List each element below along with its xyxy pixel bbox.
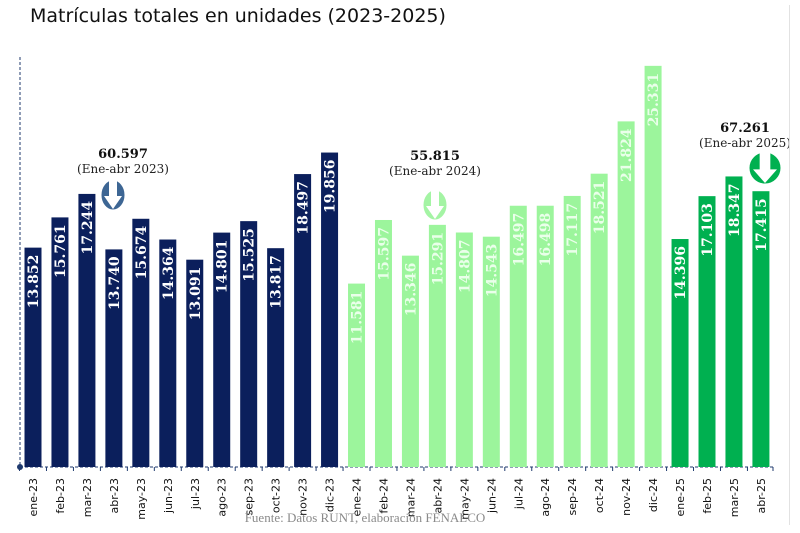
x-tick-label: dic-23 [324,478,337,512]
source-note: Fuente: Datos RUNT, elaboración FENALCO [244,510,486,525]
bar-abr-23 [105,249,123,467]
bar-oct-23 [267,248,285,467]
annotation-total: 67.261 [720,121,770,136]
bar-may-23 [132,218,150,467]
bar-dic-24 [644,65,662,468]
x-tick-label: feb-24 [377,478,390,514]
data-label: 18.497 [296,181,312,235]
bar-feb-25 [698,196,716,468]
data-label: 15.761 [53,224,69,278]
data-label: 18.347 [727,183,743,237]
annotation-period: (Ene-abr 2023) [77,162,169,176]
data-label: 14.364 [161,246,177,300]
x-tick-label: mar-25 [728,478,741,517]
x-tick-label: jun-24 [485,478,498,514]
data-label: 15.674 [134,226,150,280]
x-tick-label: sep-24 [566,478,579,515]
bar-sep-23 [240,221,258,467]
data-label: 16.497 [511,213,527,267]
data-label: 14.543 [484,244,500,298]
bar-nov-24 [617,121,635,467]
data-label: 18.521 [592,181,608,235]
x-tick-label: abr-25 [755,478,768,514]
bar-feb-24 [374,219,392,467]
bar-ago-24 [536,205,554,468]
bar-jun-24 [482,236,500,467]
data-label: 25.331 [646,73,662,127]
data-label: 14.807 [457,240,473,294]
data-label: 15.525 [242,228,258,282]
data-label: 13.346 [403,263,419,317]
x-tick-label: ene-24 [351,478,364,516]
annotation-period: (Ene-abr 2024) [389,164,481,178]
bar-feb-23 [51,217,69,467]
bar-mar-23 [78,193,96,467]
data-label: 17.117 [565,203,581,257]
data-label: 19.856 [323,160,339,214]
data-label: 14.801 [215,240,231,294]
x-tick-label: jul-23 [189,478,202,510]
x-tick-label: ago-23 [216,478,229,517]
bar-jul-23 [186,259,204,467]
x-tick-label: feb-25 [701,478,714,514]
data-label: 17.244 [80,201,96,255]
data-label: 13.740 [107,256,123,310]
data-label: 13.852 [26,255,42,309]
bar-mar-25 [725,176,743,467]
chart-title: Matrículas totales en unidades (2023-202… [30,5,446,27]
annotation-period: (Ene-abr 2025) [699,136,791,150]
x-tick-label: nov-23 [297,478,310,516]
down-arrow-glyph [426,190,444,219]
x-tick-label: mar-24 [404,478,417,517]
data-label: 17.103 [700,203,716,257]
x-tick-label: dic-24 [647,478,660,512]
x-tick-label: ago-24 [539,478,552,517]
data-label: 16.498 [538,213,554,267]
x-tick-label: may-24 [458,478,471,520]
annotation-total: 55.815 [410,149,460,164]
data-label: 17.415 [754,198,770,252]
x-tick-label: feb-23 [54,478,67,514]
bar-abr-24 [428,224,446,467]
data-label: 13.091 [188,267,204,321]
x-tick-label: abr-23 [108,478,121,514]
bar-dic-23 [321,152,339,467]
annotation-total: 60.597 [98,147,148,162]
x-tick-label: mar-23 [81,478,94,517]
bar-ene-23 [24,247,42,467]
bar-nov-23 [294,174,312,467]
bar-may-24 [455,232,473,467]
bar-jul-24 [509,205,527,467]
data-label: 13.817 [269,255,285,309]
bar-jun-23 [159,239,177,467]
x-tick-label: nov-24 [620,478,633,516]
x-tick-label: ene-25 [674,478,687,516]
data-label: 11.581 [350,291,366,345]
bar-ago-23 [213,232,231,467]
data-label: 15.597 [376,227,392,281]
x-tick-label: sep-23 [243,478,256,515]
bar-mar-24 [401,255,419,467]
down-arrow-glyph [753,152,777,183]
data-label: 21.824 [619,128,635,182]
frame-border [789,5,790,525]
x-tick-label: abr-24 [431,478,444,514]
bar-sep-24 [563,195,581,467]
x-tick-label: oct-24 [593,478,606,513]
x-tick-label: may-23 [135,478,148,520]
x-tick-label: jun-23 [162,478,175,514]
x-tick-label: ene-23 [27,478,40,516]
x-tick-label: oct-23 [270,478,283,513]
bar-abr-25 [752,191,770,467]
x-tick-label: jul-24 [512,478,525,510]
data-label: 14.396 [673,246,689,300]
down-arrow-glyph [104,180,122,209]
bar-ene-24 [348,283,366,467]
bar-ene-25 [671,239,689,467]
data-label: 15.291 [430,232,446,286]
bar-oct-24 [590,173,608,467]
